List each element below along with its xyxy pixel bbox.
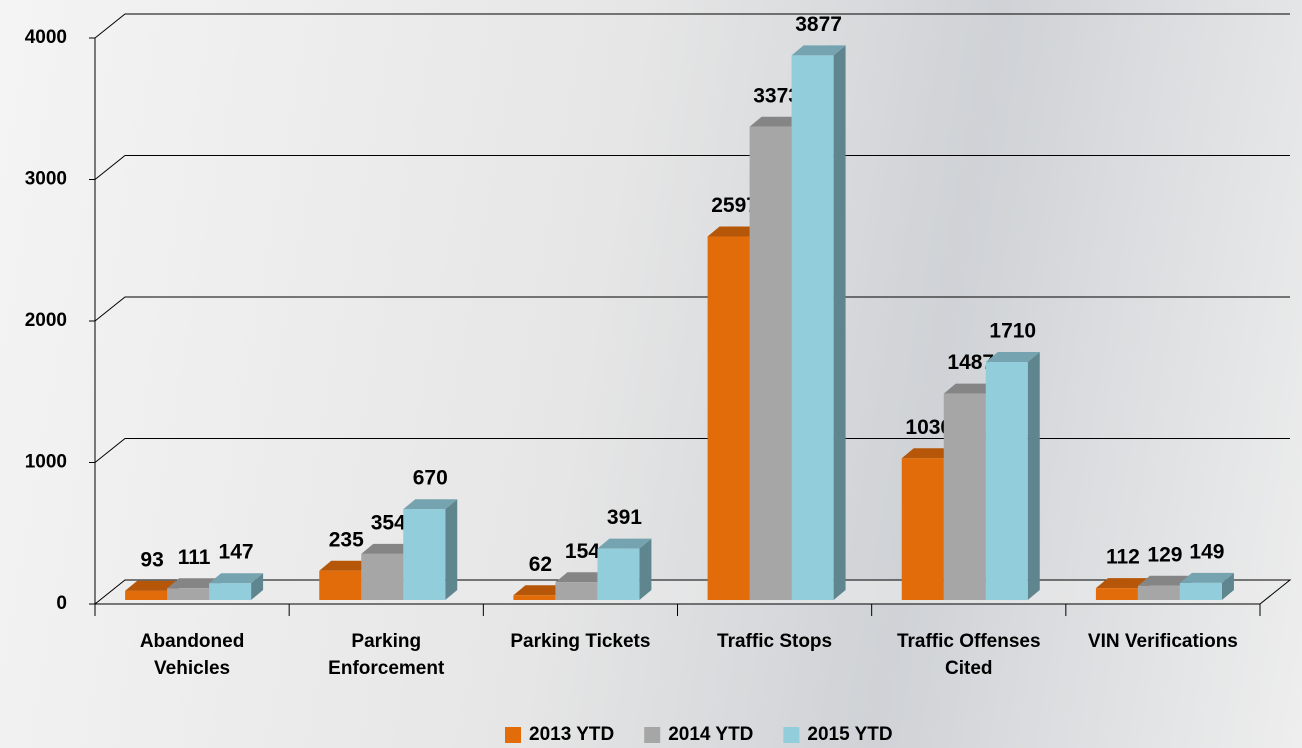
- bar: [750, 127, 792, 600]
- bar: [403, 509, 445, 600]
- y-tick-label: 3000: [25, 169, 67, 190]
- value-label: 154: [565, 540, 600, 563]
- bar-side: [1028, 352, 1040, 600]
- bar: [944, 394, 986, 600]
- value-label: 149: [1189, 540, 1224, 563]
- y-tick-label: 4000: [25, 27, 67, 48]
- x-tick-label: VIN Verifications: [1088, 628, 1238, 655]
- value-label: 147: [219, 541, 254, 564]
- bar-side: [834, 45, 846, 600]
- bar: [513, 595, 555, 600]
- legend-swatch: [644, 727, 660, 743]
- bar: [125, 591, 167, 600]
- x-tick-label: Parking Enforcement: [311, 628, 461, 682]
- bar: [792, 55, 834, 600]
- bar: [986, 362, 1028, 600]
- bar: [902, 458, 944, 600]
- value-label: 62: [529, 553, 552, 576]
- bar: [1096, 588, 1138, 600]
- bar: [361, 554, 403, 600]
- bar: [167, 588, 209, 600]
- y-tick-label: 0: [56, 593, 67, 614]
- y-tick-label: 1000: [25, 452, 67, 473]
- value-label: 111: [178, 546, 211, 569]
- bar: [1138, 586, 1180, 600]
- value-label: 670: [413, 467, 448, 490]
- legend-label: 2015 YTD: [807, 724, 892, 745]
- legend-swatch: [505, 727, 521, 743]
- bar: [209, 583, 251, 600]
- value-label: 129: [1147, 543, 1182, 566]
- legend-label: 2013 YTD: [529, 724, 614, 745]
- grid-line: [95, 14, 1290, 38]
- bar-side: [445, 499, 457, 600]
- x-tick-label: Traffic Offenses Cited: [894, 628, 1044, 682]
- bar: [708, 237, 750, 600]
- value-label: 391: [607, 506, 642, 529]
- value-label: 235: [329, 528, 364, 551]
- x-tick-label: Parking Tickets: [505, 628, 655, 655]
- grid-line: [95, 439, 1290, 463]
- value-label: 354: [371, 511, 406, 534]
- legend-label: 2014 YTD: [668, 724, 753, 745]
- bar: [555, 582, 597, 600]
- bar: [1180, 583, 1222, 600]
- bar-side: [639, 539, 651, 600]
- grid-line: [95, 297, 1290, 321]
- value-label: 93: [140, 548, 163, 571]
- x-tick-label: Abandoned Vehicles: [117, 628, 267, 682]
- bar: [597, 549, 639, 600]
- y-tick-label: 2000: [25, 310, 67, 331]
- legend-swatch: [783, 727, 799, 743]
- chart: 0 1000 2000 3000 4000 93 111 147 235 354 670 62 154 3…: [0, 0, 1302, 748]
- grid-line: [95, 156, 1290, 180]
- x-tick-label: Traffic Stops: [700, 628, 850, 655]
- bar: [319, 571, 361, 600]
- value-label: 112: [1106, 546, 1140, 569]
- value-label: 3877: [795, 13, 842, 36]
- value-label: 1710: [989, 320, 1036, 343]
